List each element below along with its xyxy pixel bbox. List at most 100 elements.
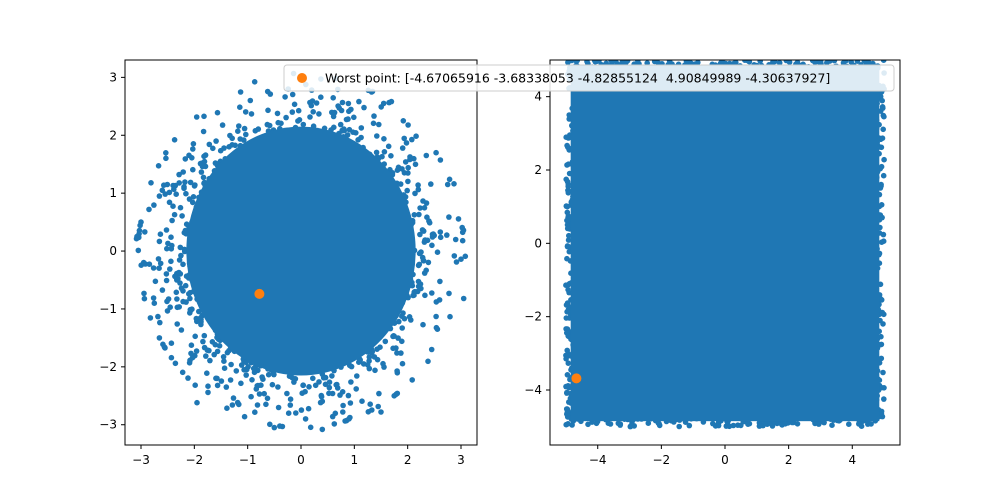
cloud-point [374,133,380,139]
cloud-point [338,107,345,114]
cloud-point [326,379,333,386]
cloud-point [241,125,248,132]
cloud-point [233,368,240,374]
cloud-point [237,104,243,110]
cloud-point [214,348,221,355]
cloud-point [291,101,298,108]
cloud-point [157,231,164,237]
cloud-point [142,229,148,235]
cloud-point [189,155,195,161]
cloud-point [224,405,230,412]
cloud-point [152,278,159,285]
cloud-point [371,113,377,119]
cloud-point [446,214,452,220]
cloud-point [320,375,327,381]
cloud-point [165,240,171,247]
cloud-point [157,319,163,326]
cloud-point [419,227,426,233]
cloud-point [173,191,179,197]
cloud-point [420,257,427,264]
cloud-point [192,333,198,340]
cloud-point [434,326,441,333]
cloud-point [265,107,271,114]
cloud-point [412,190,418,197]
cloud-point [206,347,212,354]
cloud-point [417,281,424,287]
cloud-point [188,342,195,349]
cloud-point [358,125,365,131]
cloud-point [254,402,261,408]
cloud-point [200,338,206,345]
cloud-point [242,109,249,115]
cloud-point [279,423,286,430]
cloud-point [166,189,173,196]
cloud-point [398,350,404,356]
cloud-point [428,181,434,187]
cloud-point [399,338,405,345]
cloud-point [300,121,307,128]
cloud-point [227,377,234,383]
cloud-point [155,256,162,262]
cloud-point [176,180,182,186]
cloud-point [381,364,387,370]
cloud-point [275,384,281,390]
cloud-point [347,400,354,406]
cloud-point [156,265,162,272]
cloud-point [437,157,444,163]
cloud-point [433,313,439,320]
cloud-point [404,187,411,194]
cloud-point [394,390,401,397]
cloud-point [331,421,338,427]
cloud-point [337,121,344,128]
cloud-point [226,144,232,150]
cloud-point [295,107,302,114]
cloud-point [339,99,346,106]
cloud-point [221,365,228,372]
cloud-point [141,295,148,302]
cloud-point [182,282,189,289]
cloud-point [360,361,367,367]
cloud-point [186,360,193,366]
cloud-point [421,270,428,276]
cloud-point [162,191,168,197]
cloud-point [283,114,289,121]
cloud-point [282,94,288,100]
cloud-point [168,340,175,347]
cloud-point [213,138,219,144]
cloud-point [205,389,211,396]
cloud-point [394,368,400,374]
cloud-point [192,382,198,389]
cloud-point [168,234,174,240]
cloud-point [399,360,406,367]
cloud-point [161,344,168,350]
cloud-point [267,91,274,97]
cloud-point [176,171,182,178]
cloud-point [411,212,418,218]
cloud-point [417,231,423,238]
cloud-point [437,234,444,241]
cloud-point [193,114,200,120]
cloud-point [237,89,244,95]
cloud-point [190,146,196,152]
cloud-point [412,161,419,168]
cloud-point [316,111,322,117]
cloud-point [248,393,254,400]
cloud-point [206,141,213,148]
cloud-point [173,289,180,296]
cloud-point [400,118,407,124]
cloud-point [388,98,395,105]
cloud-point [307,114,313,120]
cloud-point [287,396,294,403]
cloud-point [182,227,189,234]
cloud-point [236,123,242,129]
cloud-point [243,372,249,378]
cloud-point [329,373,335,379]
cloud-point [425,358,431,365]
cloud-point [164,181,171,188]
cloud-point [249,377,255,383]
cloud-point [234,399,241,406]
cloud-point [289,109,296,115]
cloud-point [183,299,189,305]
cloud-point [374,346,380,353]
